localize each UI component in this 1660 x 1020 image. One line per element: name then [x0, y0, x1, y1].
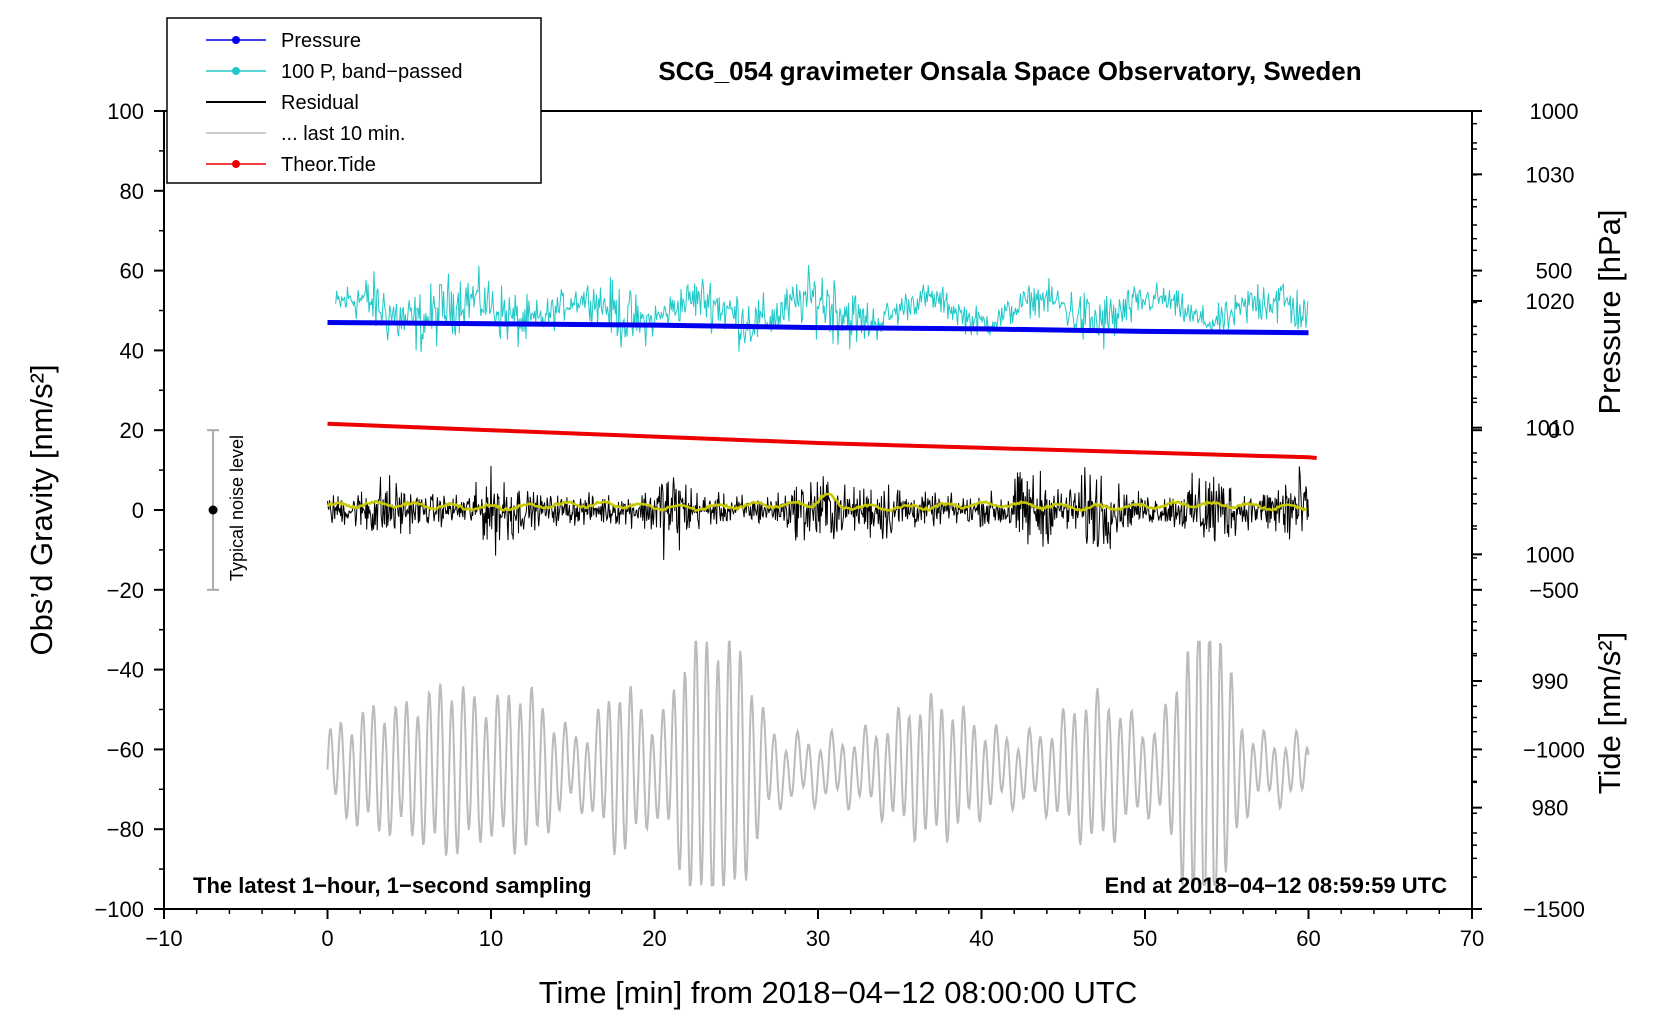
- pressure-tick-label: 1020: [1526, 289, 1575, 314]
- y-tick-label: 0: [132, 498, 144, 523]
- tide-tick-label: 500: [1536, 259, 1573, 284]
- series-last-10-min: [326, 640, 1310, 888]
- y-tick-label: −40: [107, 658, 144, 683]
- legend-marker: [232, 67, 240, 75]
- x-tick-label: 30: [806, 926, 830, 951]
- legend-label: Pressure: [281, 30, 361, 52]
- x-tick-label: 20: [642, 926, 666, 951]
- series-band-passed-pressure: [335, 264, 1309, 353]
- tide-tick-label: −1000: [1523, 737, 1585, 762]
- legend-label: Theor.Tide: [281, 154, 376, 176]
- noise-level-indicator: Typical noise level: [207, 429, 247, 591]
- y-tick-label: 40: [120, 338, 144, 363]
- x-tick-label: 60: [1296, 926, 1320, 951]
- pressure-tick-label: 1030: [1526, 162, 1575, 187]
- annotation-sampling: The latest 1−hour, 1−second sampling: [193, 873, 592, 898]
- legend-box: [166, 17, 542, 184]
- legend-label: 100 P, band−passed: [281, 61, 462, 83]
- x-tick-label: 0: [321, 926, 333, 951]
- noise-level-label: Typical noise level: [227, 435, 247, 581]
- x-tick-label: 10: [479, 926, 503, 951]
- y-tick-label: −20: [107, 578, 144, 603]
- series-residual: [327, 465, 1309, 560]
- axes-layer: −10 0 10 20 30 40 50 60 70100806040200−20−40−60−…: [94, 99, 1584, 951]
- x-tick-label: 70: [1460, 926, 1484, 951]
- noise-level-dot: [208, 505, 218, 515]
- y-tick-label: −60: [107, 737, 144, 762]
- legend-marker: [232, 160, 240, 168]
- legend-marker: [232, 36, 240, 44]
- series-theor-tide: [327, 421, 1317, 460]
- y-tick-label: 80: [120, 179, 144, 204]
- legend-label: Residual: [281, 92, 359, 114]
- x-tick-label: −10: [145, 926, 182, 951]
- y-axis-title-pressure: Pressure [hPa]: [1592, 209, 1627, 414]
- x-tick-label: 40: [969, 926, 993, 951]
- y-tick-label: 100: [107, 99, 144, 124]
- x-tick-label: 50: [1133, 926, 1157, 951]
- pressure-tick-label: 990: [1532, 669, 1569, 694]
- y-axis-title-left: Obs’d Gravity [nm/s²]: [24, 364, 59, 655]
- y-axis-title-tide: Tide [nm/s²]: [1592, 632, 1627, 795]
- x-axis-title: Time [min] from 2018−04−12 08:00:00 UTC: [539, 975, 1138, 1010]
- series-residual-smoothed: [327, 492, 1308, 513]
- y-tick-label: 60: [120, 259, 144, 284]
- y-tick-label: −100: [94, 897, 144, 922]
- series-layer: [326, 264, 1317, 888]
- tide-tick-label: −500: [1529, 578, 1579, 603]
- tide-tick-label: 0: [1548, 418, 1560, 443]
- tide-tick-label: 1000: [1530, 99, 1579, 124]
- tide-tick-label: −1500: [1523, 897, 1585, 922]
- annotation-end-time: End at 2018−04−12 08:59:59 UTC: [1105, 873, 1448, 898]
- legend-label: ... last 10 min.: [281, 123, 406, 145]
- series-pressure: [327, 320, 1309, 336]
- legend: Pressure 100 P, band−passed Residual ... la…: [166, 17, 542, 184]
- pressure-tick-label: 1000: [1526, 542, 1575, 567]
- y-tick-label: −80: [107, 817, 144, 842]
- chart-title: SCG_054 gravimeter Onsala Space Observat…: [658, 56, 1361, 86]
- y-tick-label: 20: [120, 418, 144, 443]
- pressure-tick-label: 1010: [1526, 416, 1575, 441]
- pressure-tick-label: 980: [1532, 796, 1569, 821]
